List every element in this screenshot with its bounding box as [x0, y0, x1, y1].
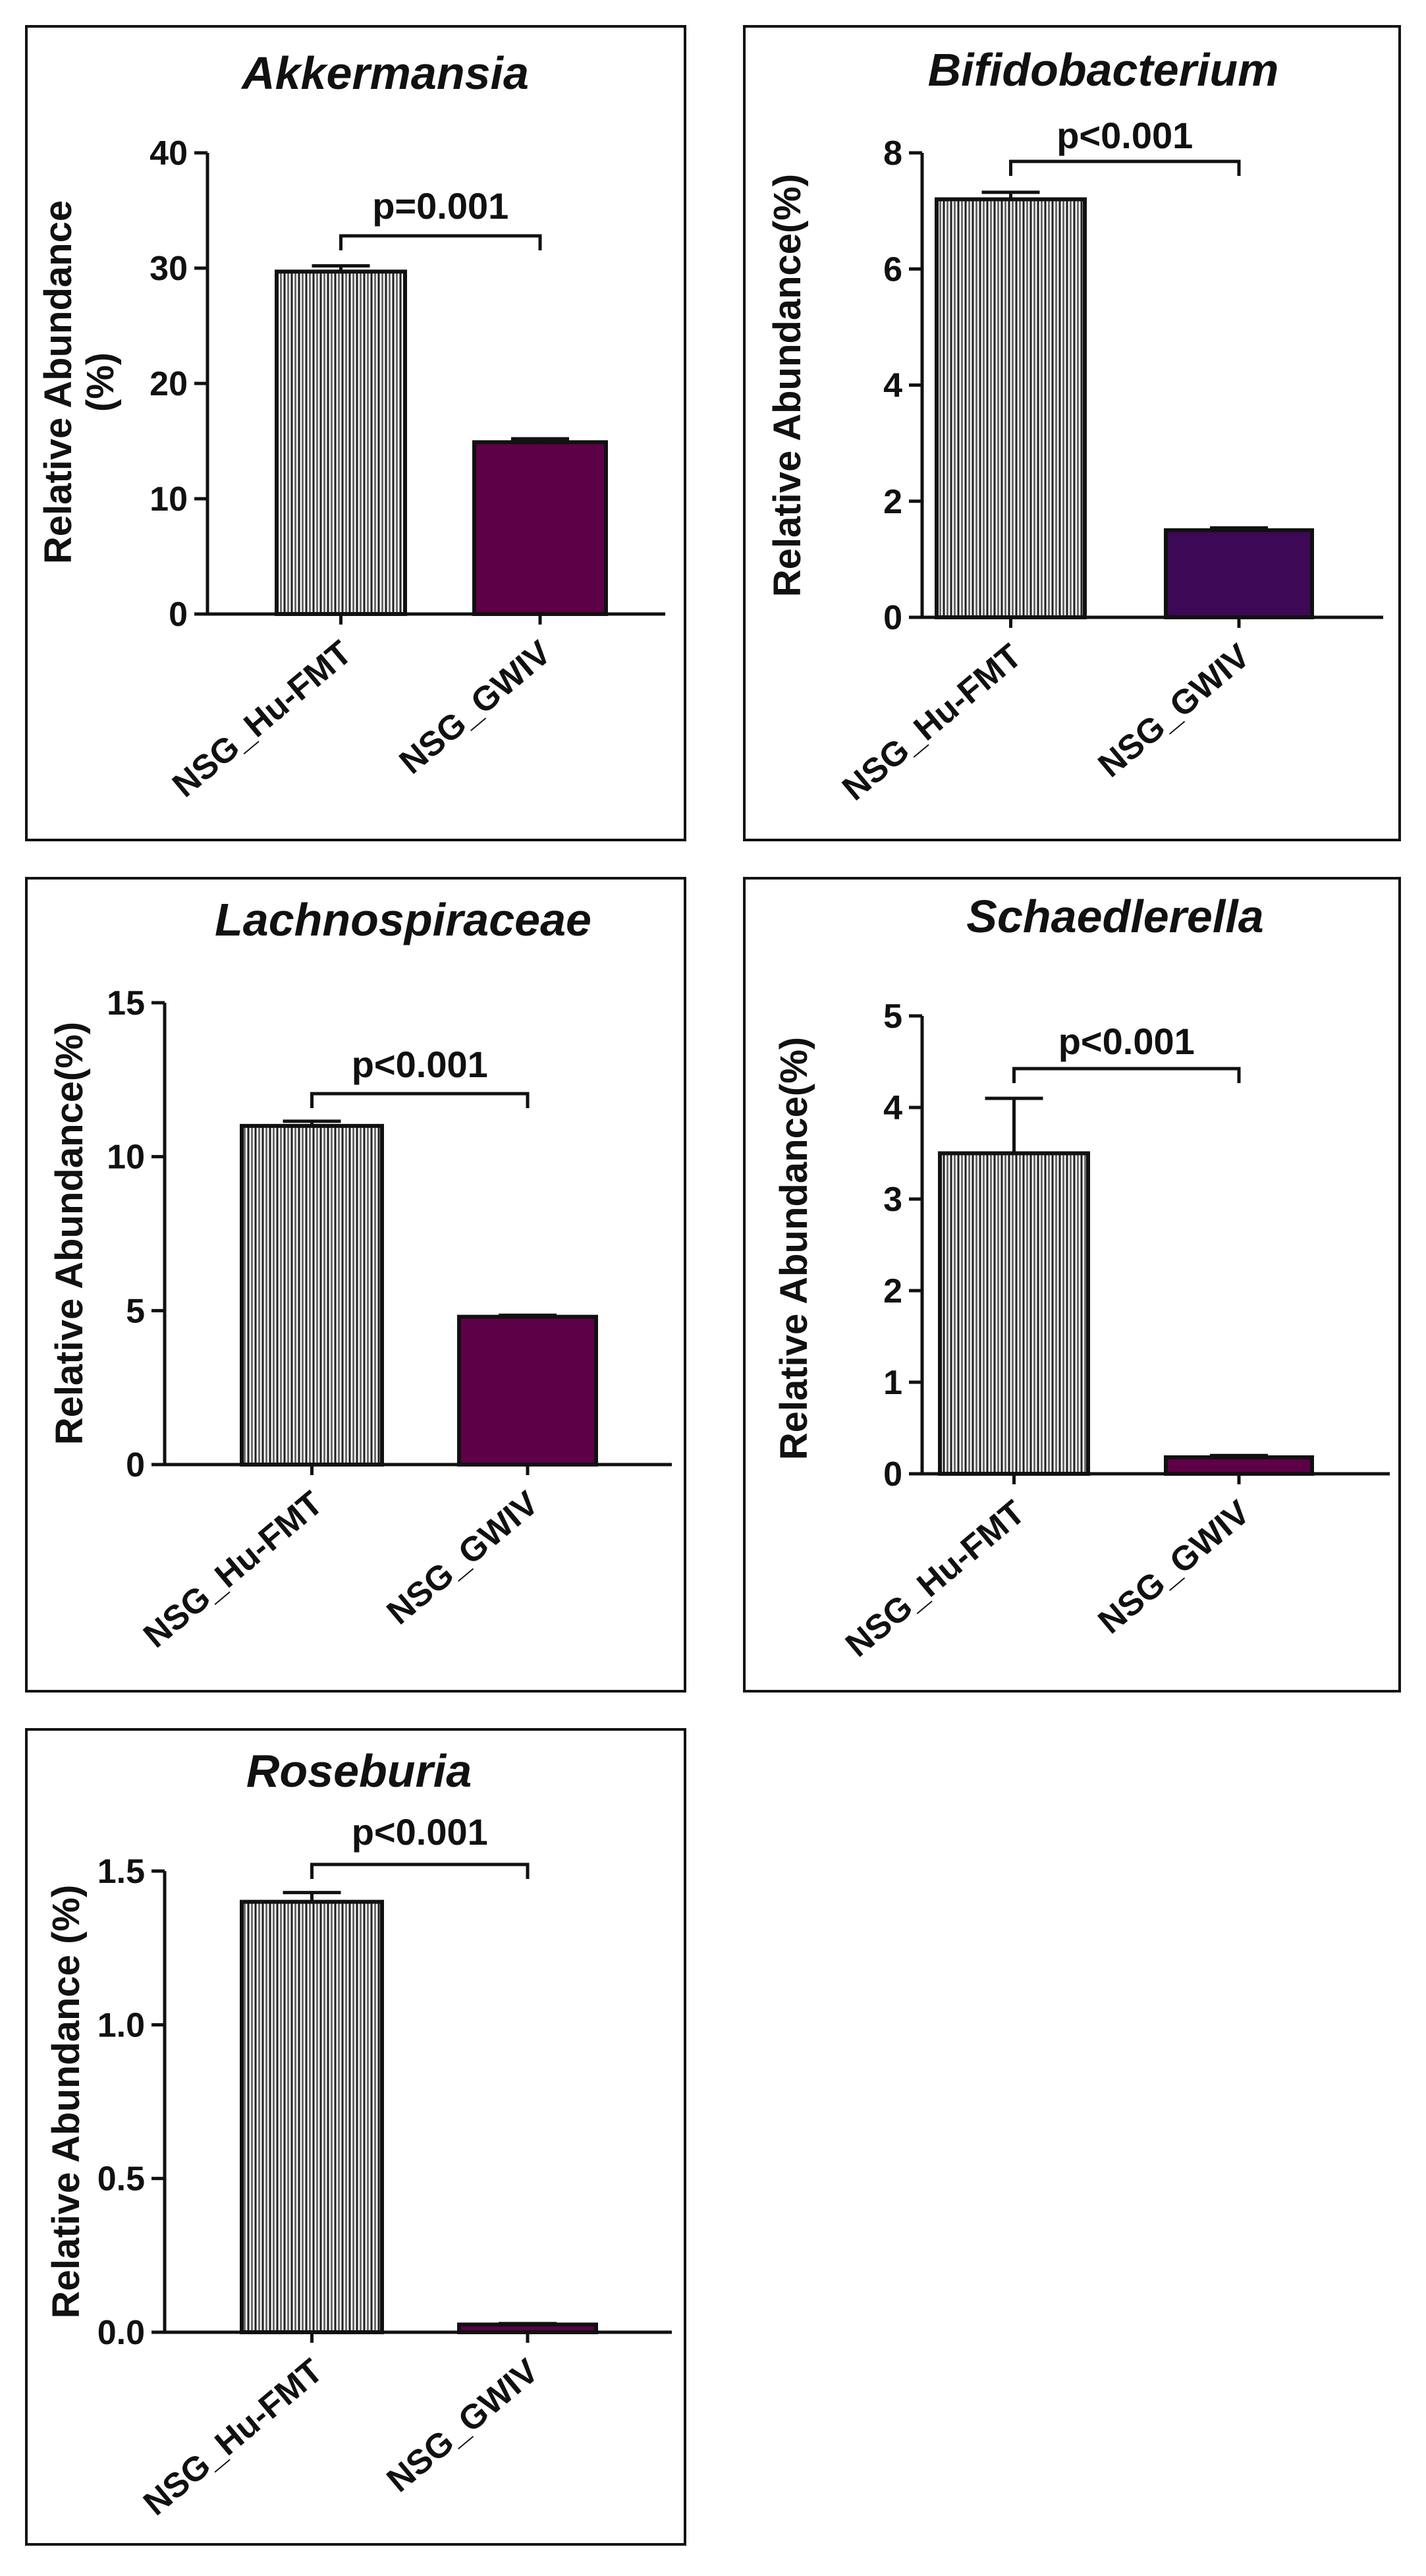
significance-bracket [1012, 1067, 1241, 1083]
significance-bracket [1009, 159, 1241, 176]
bar-nsg-gwiv [1164, 1455, 1314, 1476]
y-tick-label: 0 [883, 599, 902, 637]
y-axis-label: Relative Abundance(%) [48, 1022, 91, 1445]
y-tick-label: 2 [883, 1272, 902, 1310]
significance-bracket [339, 234, 542, 250]
y-tick-label: 30 [150, 250, 188, 288]
bar-nsg-hu-fmt [240, 1123, 384, 1467]
bar-nsg-hu-fmt [275, 269, 407, 616]
bar-nsg-hu-fmt [240, 1899, 384, 2335]
y-tick-label: 2 [883, 483, 902, 521]
chart-title: Lachnospiraceae [215, 894, 591, 945]
y-axis-label-line: Relative Abundance (%) [45, 1885, 88, 2319]
p-value-label: p<0.001 [352, 1044, 488, 1085]
y-tick-label: 10 [150, 480, 188, 518]
y-tick-label: 40 [150, 134, 188, 173]
y-tick-label: 0 [169, 596, 188, 634]
y-tick-label: 0.0 [97, 2314, 145, 2352]
y-axis-label-line: Relative Abundance [37, 200, 80, 564]
p-value-label: p<0.001 [1056, 115, 1193, 156]
y-tick-label: 0 [126, 1446, 145, 1484]
y-tick-label: 5 [126, 1292, 145, 1330]
chart-title: Bifidobacterium [928, 44, 1279, 96]
y-axis-label-line: Relative Abundance(%) [48, 1022, 91, 1445]
y-tick-label: 1 [883, 1364, 902, 1402]
y-tick-label: 15 [107, 984, 145, 1022]
bar-nsg-hu-fmt [935, 197, 1087, 619]
y-axis-label: Relative Abundance(%) [766, 174, 809, 597]
y-axis-label-line: Relative Abundance(%) [773, 1037, 815, 1460]
y-axis-label: Relative Abundance (%) [45, 1885, 88, 2319]
y-tick-label: 1.5 [97, 1853, 145, 1891]
bar-nsg-gwiv [472, 440, 608, 616]
y-axis-label: Relative Abundance(%) [773, 1037, 815, 1460]
y-tick-label: 0.5 [97, 2160, 145, 2198]
y-tick-label: 3 [883, 1181, 902, 1219]
bar-nsg-gwiv [457, 1314, 598, 1467]
p-value-label: p<0.001 [352, 1811, 488, 1853]
chart-title: Roseburia [246, 1745, 472, 1797]
bar-nsg-hu-fmt [938, 1151, 1090, 1476]
y-axis-label-line: Relative Abundance(%) [766, 174, 809, 597]
p-value-label: p<0.001 [1058, 1021, 1195, 1062]
y-axis-label-line: (%) [79, 352, 122, 412]
significance-bracket [310, 1092, 530, 1108]
y-tick-label: 4 [883, 367, 902, 405]
y-tick-label: 5 [883, 997, 902, 1036]
chart-title: Akkermansia [240, 47, 529, 99]
y-tick-label: 10 [107, 1138, 145, 1177]
y-tick-label: 4 [883, 1089, 902, 1127]
y-axis-label: Relative Abundance(%) [37, 200, 122, 564]
y-tick-label: 6 [883, 250, 902, 289]
y-tick-label: 1.0 [97, 2006, 145, 2044]
y-tick-label: 0 [883, 1455, 902, 1494]
y-tick-label: 8 [883, 134, 902, 173]
bar-nsg-gwiv [1164, 528, 1314, 619]
p-value-label: p=0.001 [372, 185, 508, 227]
chart-title: Schaedlerella [966, 891, 1263, 942]
significance-bracket [310, 1862, 530, 1879]
y-tick-label: 20 [150, 365, 188, 403]
